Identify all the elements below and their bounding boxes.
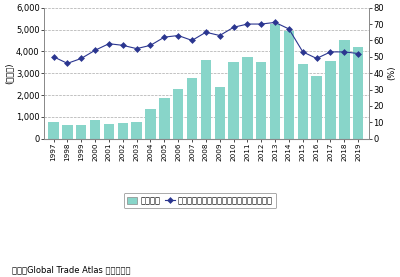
Bar [298, 64, 308, 139]
Y-axis label: (%): (%) [387, 66, 396, 80]
Bar [118, 122, 128, 139]
Bar [284, 31, 294, 139]
Text: 資料：Global Trade Atlas より作成。: 資料：Global Trade Atlas より作成。 [12, 265, 130, 274]
Bar [90, 120, 100, 139]
Bar [48, 122, 59, 139]
Bar [312, 76, 322, 139]
Bar [132, 122, 142, 139]
Bar [242, 57, 253, 139]
Bar [270, 24, 280, 139]
Bar [214, 87, 225, 139]
Bar [145, 109, 156, 139]
Bar [201, 60, 211, 139]
Y-axis label: (億ドル): (億ドル) [4, 62, 13, 84]
Legend: 輸出総額, 輸出に占める鉱物性燃料の割合　（右軸）: 輸出総額, 輸出に占める鉱物性燃料の割合 （右軸） [124, 193, 276, 208]
Bar [187, 78, 197, 139]
Bar [76, 125, 86, 139]
Bar [353, 47, 363, 139]
Bar [256, 62, 266, 139]
Bar [62, 125, 72, 139]
Bar [159, 98, 170, 139]
Bar [228, 63, 239, 139]
Bar [104, 124, 114, 139]
Bar [339, 40, 350, 139]
Bar [173, 89, 183, 139]
Bar [325, 61, 336, 139]
